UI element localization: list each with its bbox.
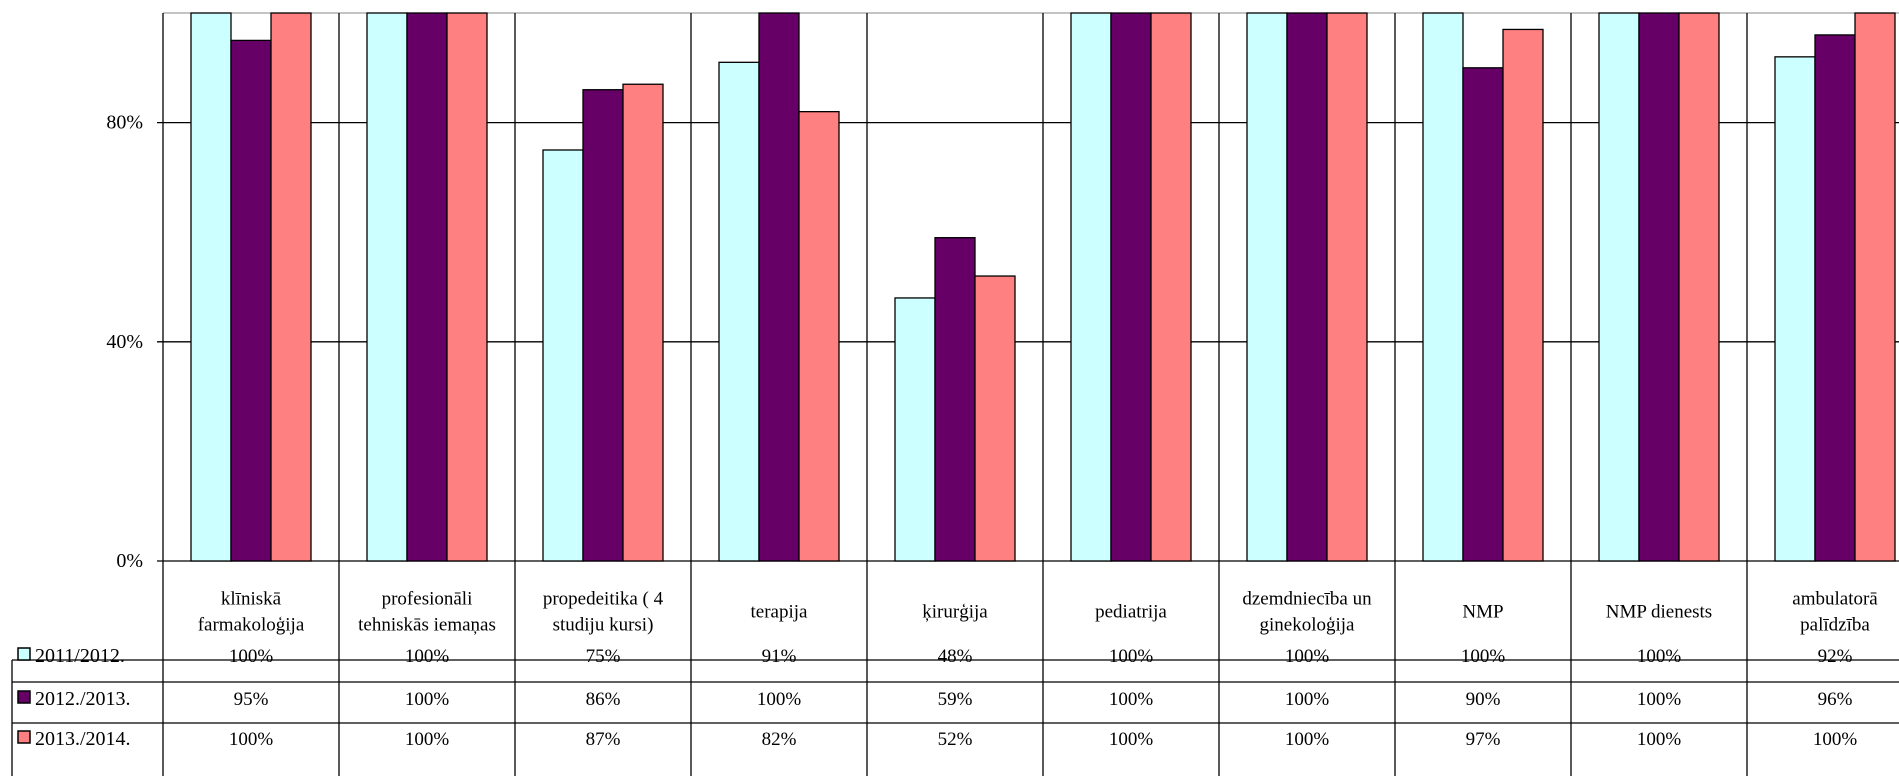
data-label: 100%	[405, 729, 450, 750]
data-label: 100%	[1109, 729, 1154, 750]
data-label: 100%	[757, 689, 802, 710]
legend-label: 2012./2013.	[35, 688, 131, 710]
data-label: 100%	[1813, 729, 1858, 750]
bar	[894, 297, 936, 562]
bar	[1854, 12, 1896, 562]
bar	[1326, 12, 1368, 562]
category-label: palīdzība	[1800, 615, 1870, 636]
bar	[366, 12, 408, 562]
bar	[1422, 12, 1464, 562]
bar	[1110, 12, 1152, 562]
category-label: NMP	[1462, 602, 1503, 623]
data-label: 100%	[1637, 646, 1682, 667]
category-label: pediatrija	[1095, 602, 1167, 623]
legend-swatch	[17, 690, 31, 704]
category-label: tehniskās iemaņas	[358, 615, 496, 636]
bar	[1502, 28, 1544, 562]
bar	[270, 12, 312, 562]
data-label: 100%	[229, 729, 274, 750]
bar	[230, 39, 272, 562]
data-label: 59%	[938, 689, 973, 710]
data-label: 91%	[762, 646, 797, 667]
data-label: 48%	[938, 646, 973, 667]
bar	[1814, 34, 1856, 562]
bar	[934, 237, 976, 562]
category-label: ginekoloģija	[1260, 615, 1356, 636]
data-label: 96%	[1818, 689, 1853, 710]
category-label: ambulatorā	[1792, 589, 1878, 610]
data-label: 95%	[234, 689, 269, 710]
bar	[974, 275, 1016, 562]
data-label: 52%	[938, 729, 973, 750]
data-label: 100%	[1109, 646, 1154, 667]
data-label: 100%	[1109, 689, 1154, 710]
data-label: 100%	[1637, 689, 1682, 710]
y-axis: 0% 40% 80%	[106, 112, 143, 572]
bar	[542, 149, 584, 562]
bar	[798, 110, 840, 562]
data-label: 92%	[1818, 646, 1853, 667]
bar	[446, 12, 488, 562]
data-label: 86%	[586, 689, 621, 710]
bar	[1598, 12, 1640, 562]
category-label: propedeitika ( 4	[543, 589, 664, 610]
category-label: NMP dienests	[1606, 602, 1712, 623]
legend-swatch	[17, 730, 31, 744]
data-label: 97%	[1466, 729, 1501, 750]
bar	[622, 83, 664, 562]
data-table: klīniskā farmakoloģija profesionāli tehnisk…	[11, 589, 1899, 776]
bar-group	[190, 12, 1896, 562]
legend-label: 2011/2012.	[35, 645, 125, 667]
data-label: 100%	[1285, 646, 1330, 667]
bar	[758, 12, 800, 562]
bar	[1150, 12, 1192, 562]
bar	[1462, 67, 1504, 562]
data-label: 87%	[586, 729, 621, 750]
y-tick-label: 80%	[106, 112, 143, 134]
category-label: terapija	[751, 602, 809, 623]
bar	[1638, 12, 1680, 562]
bar	[582, 89, 624, 562]
data-label: 100%	[1285, 729, 1330, 750]
category-label: farmakoloģija	[198, 615, 305, 636]
data-label: 90%	[1466, 689, 1501, 710]
category-label: ķirurģija	[922, 602, 988, 623]
data-label: 100%	[405, 689, 450, 710]
bar	[1774, 56, 1816, 562]
bar	[190, 12, 232, 562]
legend-swatch	[17, 647, 31, 661]
data-label: 100%	[1285, 689, 1330, 710]
data-label: 100%	[229, 646, 274, 667]
data-label: 100%	[1461, 646, 1506, 667]
legend-label: 2013./2014.	[35, 728, 131, 750]
bar	[1286, 12, 1328, 562]
bar	[718, 61, 760, 562]
bar	[1678, 12, 1720, 562]
data-label: 82%	[762, 729, 797, 750]
category-label: profesionāli	[382, 589, 473, 610]
bar	[1070, 12, 1112, 562]
bar	[1246, 12, 1288, 562]
y-tick-label: 0%	[116, 550, 143, 572]
y-tick-label: 40%	[106, 331, 143, 353]
data-label: 100%	[1637, 729, 1682, 750]
data-label: 100%	[405, 646, 450, 667]
data-label: 75%	[586, 646, 621, 667]
bar	[406, 12, 448, 562]
category-label: dzemdniecība un	[1242, 589, 1372, 610]
category-label: studiju kursi)	[553, 615, 654, 636]
category-label: klīniskā	[221, 589, 282, 610]
